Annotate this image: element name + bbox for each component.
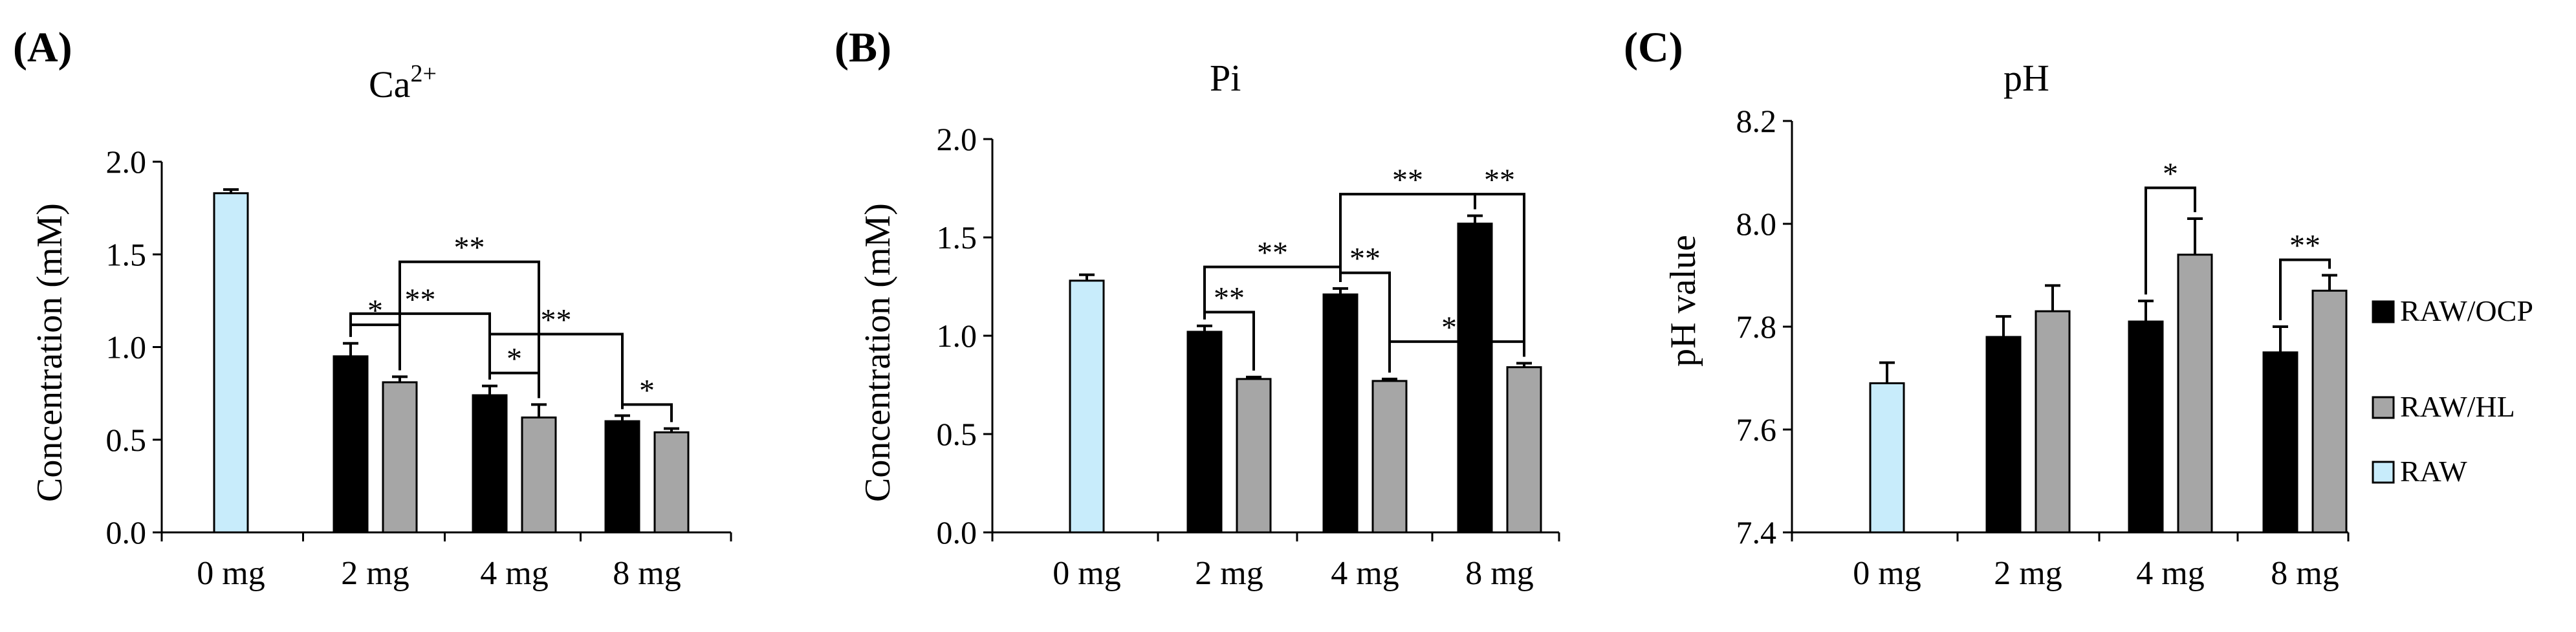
panel-b-title: Pi [1210,57,1241,99]
x-tick-label: 0 mg [1053,555,1120,592]
x-tick-label: 0 mg [197,555,265,592]
panel-b: (B) Pi Concentration (mM) [835,24,1241,502]
bar-raw-hl [1236,378,1272,534]
legend-swatch-raw-ocp [2372,300,2395,323]
x-tick-label: 2 mg [1195,555,1263,592]
legend-label-raw: RAW [2400,455,2467,488]
bar-raw-hl [382,381,418,534]
panel-c-label: (C) [1624,24,1683,71]
panel-b-ylabel: Concentration (mM) [858,203,898,502]
significance-label: ** [405,283,436,317]
y-tick-label: 1.0 [937,318,977,354]
significance-label: ** [1441,311,1472,345]
significance-label: ** [1484,163,1515,197]
bar-raw-hl [1371,380,1408,534]
y-tick-label: 7.6 [1736,411,1777,448]
bar-raw-ocp [2128,320,2164,534]
bar-raw-ocp [1186,331,1223,534]
significance-label: * [507,342,522,376]
y-tick-label: 0.0 [937,514,977,550]
panel-a-title-sup: 2+ [410,60,436,87]
panel-a-label: (A) [13,24,72,71]
panel-c-title: pH [2003,57,2049,99]
y-tick-label: 7.4 [1736,514,1777,550]
panel-a-ylabel: Concentration (mM) [30,203,70,502]
bar-raw-hl [1506,366,1542,534]
bar-raw-hl [2311,289,2348,534]
panel-a-title-main: Ca [369,63,410,105]
y-tick-label: 1.5 [937,219,977,256]
significance-label: ** [2289,229,2320,263]
chart-marks: 0.00.51.01.52.00 mg 2 mg 4 mg 8 mg* ********… [106,103,2350,592]
significance-label: ** [1392,163,1423,197]
significance-bracket [2279,258,2331,320]
panel-c: (C) pH pH value [1624,24,2049,367]
legend-swatch-raw-hl [2372,396,2395,419]
legend: RAW/OCP RAW/HL RAW [2372,294,2533,488]
significance-label: ** [1349,242,1381,276]
bar-raw-ocp [1322,293,1359,534]
x-tick-label: 8 mg [2271,555,2339,592]
bar-raw [1869,382,1905,534]
panel-b-label: (B) [835,24,891,71]
bar-raw [1069,279,1105,534]
panel-c-plot: 7.47.67.88.08.20 mg 2 mg 4 mg 8 mg*** [1736,103,2350,592]
significance-label: * [367,294,383,328]
y-tick-label: 0.0 [106,514,147,550]
x-tick-label: 8 mg [613,555,681,592]
y-tick-label: 1.0 [106,329,147,365]
bar-raw [213,192,249,534]
significance-label: ** [541,303,572,337]
bar-raw-ocp [2262,351,2298,534]
y-tick-label: 1.5 [106,236,147,272]
panel-c-ylabel: pH value [1663,235,1703,367]
x-tick-label: 2 mg [341,555,409,592]
significance-label: ** [1257,236,1288,270]
y-tick-label: 0.5 [937,416,977,452]
significance-bracket [398,260,540,398]
x-tick-label: 2 mg [1994,555,2062,592]
significance-bracket [2145,186,2196,295]
significance-bracket [1388,340,1525,373]
significance-bracket [1474,193,1525,357]
significance-bracket [621,403,673,422]
x-tick-label: 4 mg [1331,555,1399,592]
legend-label-raw-ocp: RAW/OCP [2400,294,2533,327]
bar-raw-ocp [472,394,508,534]
y-tick-label: 2.0 [106,144,147,180]
bar-raw-ocp [604,420,640,534]
legend-swatch-raw [2372,461,2395,484]
bar-raw-hl [2177,254,2213,534]
bar-raw-hl [521,416,557,534]
panel-b-plot: 0.0 0.5 1.0 1.5 2.0 0 mg 2 mg 4 mg 8 mg ** ** ** ** *… [937,121,1560,592]
panel-a-plot: 0.00.51.01.52.00 mg 2 mg 4 mg 8 mg* ******** [106,144,732,592]
panel-a-title: Ca2+ [369,60,437,105]
y-tick-label: 0.5 [106,422,147,458]
significance-bracket [488,332,624,409]
significance-label: ** [454,231,485,265]
y-tick-label: 8.0 [1736,206,1777,242]
y-tick-label: 2.0 [937,121,977,157]
significance-label: * [639,373,655,408]
y-tick-label: 8.2 [1736,103,1777,139]
panel-a: (A) Ca2+ Concentration (mM) [13,24,437,502]
x-tick-label: 4 mg [2136,555,2204,592]
x-tick-label: 4 mg [480,555,548,592]
bar-raw-ocp [1985,336,2022,534]
bar-raw-ocp [333,355,369,534]
x-tick-label: 8 mg [1465,555,1533,592]
significance-label: * [2163,157,2178,191]
bar-raw-ocp [1457,223,1493,534]
legend-label-raw-hl: RAW/HL [2400,390,2515,423]
significance-label: ** [1214,281,1245,316]
y-tick-label: 7.8 [1736,309,1777,345]
bar-raw-hl [2035,310,2071,534]
bar-raw-hl [653,431,690,534]
x-tick-label: 0 mg [1853,555,1921,592]
